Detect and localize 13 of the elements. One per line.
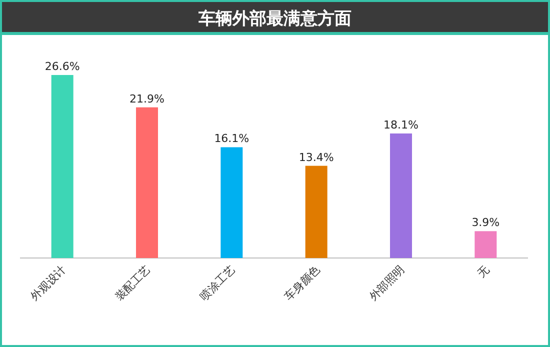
x-tick-label: 装配工艺: [112, 262, 154, 304]
data-label: 13.4%: [298, 150, 334, 164]
x-tick-label: 外观设计: [28, 262, 68, 304]
x-tick-label: 喷涂工艺: [197, 262, 238, 304]
data-label: 21.9%: [130, 92, 164, 106]
data-label: 26.6%: [44, 60, 80, 73]
data-label: 3.9%: [472, 216, 500, 230]
x-tick-label: 车身颜色: [282, 262, 322, 304]
title: 车辆外部最满意方面: [198, 9, 352, 29]
x-tick-label: 外部照明: [366, 262, 408, 304]
data-label: 16.1%: [214, 132, 250, 146]
data-label: 18.1%: [384, 118, 418, 132]
x-tick-label: 无: [474, 262, 492, 280]
